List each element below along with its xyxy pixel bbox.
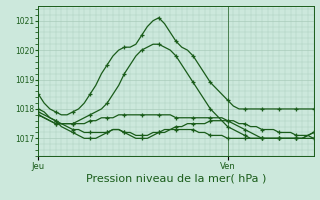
- X-axis label: Pression niveau de la mer( hPa ): Pression niveau de la mer( hPa ): [86, 173, 266, 183]
